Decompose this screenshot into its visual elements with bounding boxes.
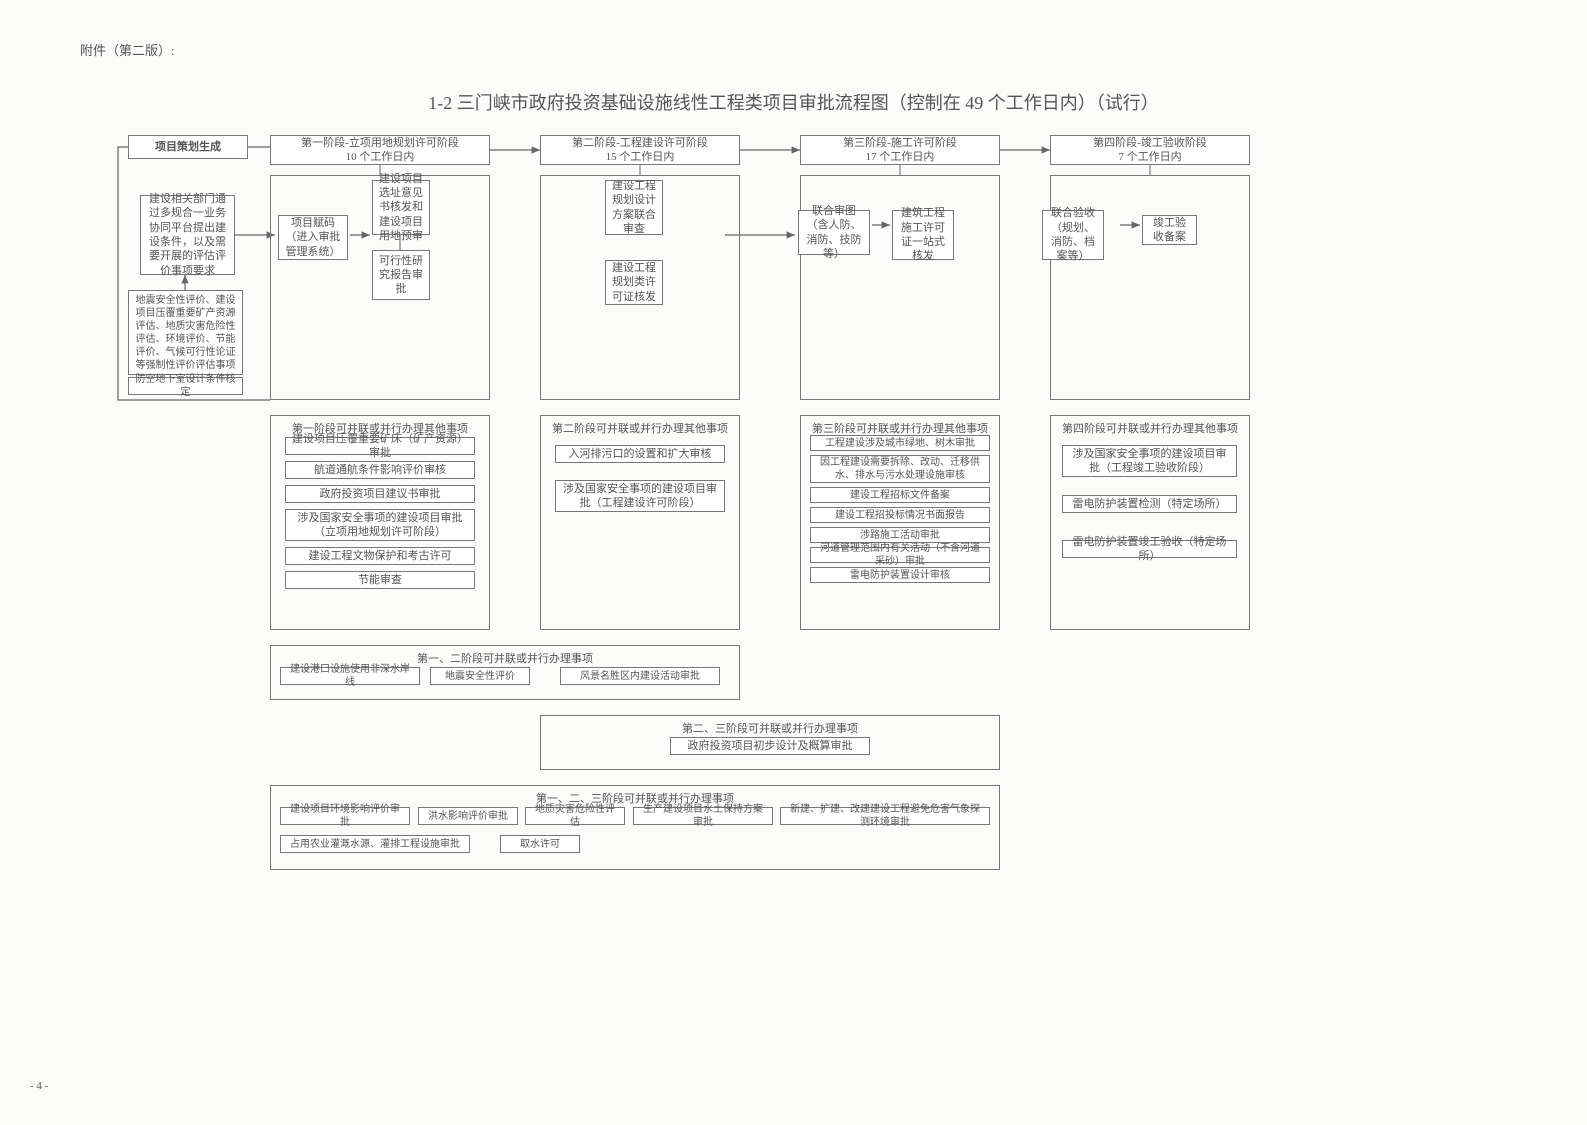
p123-item-5: 占用农业灌溉水源、灌排工程设施审批 — [280, 835, 470, 853]
p12-item-1: 地震安全性评价 — [430, 667, 530, 685]
p23-item-0: 政府投资项目初步设计及概算审批 — [670, 737, 870, 755]
p3-item-2: 建设工程招标文件备案 — [810, 487, 990, 503]
page-title: 1-2 三门峡市政府投资基础设施线性工程类项目审批流程图（控制在 49 个工作日… — [80, 89, 1507, 115]
node-feas: 可行性研究报告审批 — [372, 250, 430, 300]
p4-item-1: 雷电防护装置检测（特定场所） — [1062, 495, 1237, 513]
phase-3-line1: 第三阶段-施工许可阶段 — [843, 136, 957, 150]
phase-2-line2: 15 个工作日内 — [606, 150, 675, 164]
p1-item-2: 政府投资项目建议书审批 — [285, 485, 475, 503]
p123-item-6: 取水许可 — [500, 835, 580, 853]
p3-item-1: 因工程建设需要拆除、改动、迁移供水、排水与污水处理设施审核 — [810, 455, 990, 483]
parallel-2-title: 第二阶段可并联或并行办理其他事项 — [541, 420, 739, 436]
p4-item-0: 涉及国家安全事项的建设项目审批（工程竣工验收阶段） — [1062, 445, 1237, 477]
p3-item-6: 雷电防护装置设计审核 — [810, 567, 990, 583]
p12-item-2: 风景名胜区内建设活动审批 — [560, 667, 720, 685]
node-accept-record: 竣工验收备案 — [1142, 215, 1197, 245]
node-prep: 建设相关部门通过多规合一业务协同平台提出建设条件，以及需要开展的评估评价事项要求 — [140, 195, 235, 275]
p3-item-0: 工程建设涉及城市绿地、树木审批 — [810, 435, 990, 451]
node-airdef: 防空地下室设计条件核定 — [128, 377, 243, 395]
p2-item-1: 涉及国家安全事项的建设项目审批（工程建设许可阶段） — [555, 480, 725, 512]
p1-item-3: 涉及国家安全事项的建设项目审批（立项用地规划许可阶段） — [285, 509, 475, 541]
p1-item-4: 建设工程文物保护和考古许可 — [285, 547, 475, 565]
node-plan-permit: 建设工程规划类许可证核发 — [605, 260, 663, 305]
node-code: 项目赋码（进入审批管理系统） — [278, 215, 348, 260]
node-joint-accept: 联合验收（规划、消防、档案等） — [1042, 210, 1104, 260]
p12-item-0: 建设港口设施使用非深水岸线 — [280, 667, 420, 685]
phase-4-line2: 7 个工作日内 — [1118, 150, 1181, 164]
parallel-3-title: 第三阶段可并联或并行办理其他事项 — [801, 420, 999, 436]
p3-item-3: 建设工程招投标情况书面报告 — [810, 507, 990, 523]
p123-item-2: 地质灾害危险性评估 — [525, 807, 625, 825]
p4-item-2: 雷电防护装置竣工验收（特定场所） — [1062, 540, 1237, 558]
phase-4-line1: 第四阶段-竣工验收阶段 — [1093, 136, 1207, 150]
node-const-permit: 建筑工程施工许可证一站式核发 — [892, 210, 954, 260]
flowchart-canvas: 项目策划生成 第一阶段-立项用地规划许可阶段 10 个工作日内 第二阶段-工程建… — [80, 135, 1500, 1085]
node-joint-review: 联合审图（含人防、消防、技防等） — [798, 210, 870, 255]
phase-2-line1: 第二阶段-工程建设许可阶段 — [572, 136, 708, 150]
header-note: 附件（第二版）: — [80, 40, 1507, 59]
node-site: 建设项目选址意见书核发和建设项目用地预审 — [372, 180, 430, 235]
p3-item-5: 河道管理范围内有关活动（不含河道采砂）审批 — [810, 547, 990, 563]
p1-item-5: 节能审查 — [285, 571, 475, 589]
p1-item-1: 航道通航条件影响评价审核 — [285, 461, 475, 479]
p123-item-3: 生产建设项目水土保持方案审批 — [633, 807, 773, 825]
p123-item-1: 洪水影响评价审批 — [418, 807, 518, 825]
p3-item-4: 涉路施工活动审批 — [810, 527, 990, 543]
p123-item-4: 新建、扩建、改建建设工程避免危害气象探测环境审批 — [780, 807, 990, 825]
node-plan-review: 建设工程规划设计方案联合审查 — [605, 180, 663, 235]
parallel-23-title: 第二、三阶段可并联或并行办理事项 — [541, 720, 999, 736]
phase-3-header: 第三阶段-施工许可阶段 17 个工作日内 — [800, 135, 1000, 165]
phase-4-header: 第四阶段-竣工验收阶段 7 个工作日内 — [1050, 135, 1250, 165]
node-evals: 地震安全性评价、建设项目压覆重要矿产资源评估、地质灾害危险性评估、环境评价、节能… — [128, 290, 243, 375]
p123-item-0: 建设项目环境影响评价审批 — [280, 807, 410, 825]
parallel-4-title: 第四阶段可并联或并行办理其他事项 — [1051, 420, 1249, 436]
p1-item-0: 建设项目压覆重要矿床（矿产资源）审批 — [285, 437, 475, 455]
phase-3-line2: 17 个工作日内 — [866, 150, 935, 164]
phase-1-line2: 10 个工作日内 — [346, 150, 415, 164]
page-number: - 4 - — [30, 1080, 48, 1092]
phase-0-header: 项目策划生成 — [128, 135, 248, 159]
p2-item-0: 入河排污口的设置和扩大审核 — [555, 445, 725, 463]
phase-1-line1: 第一阶段-立项用地规划许可阶段 — [301, 136, 459, 150]
phase-1-header: 第一阶段-立项用地规划许可阶段 10 个工作日内 — [270, 135, 490, 165]
phase-2-header: 第二阶段-工程建设许可阶段 15 个工作日内 — [540, 135, 740, 165]
